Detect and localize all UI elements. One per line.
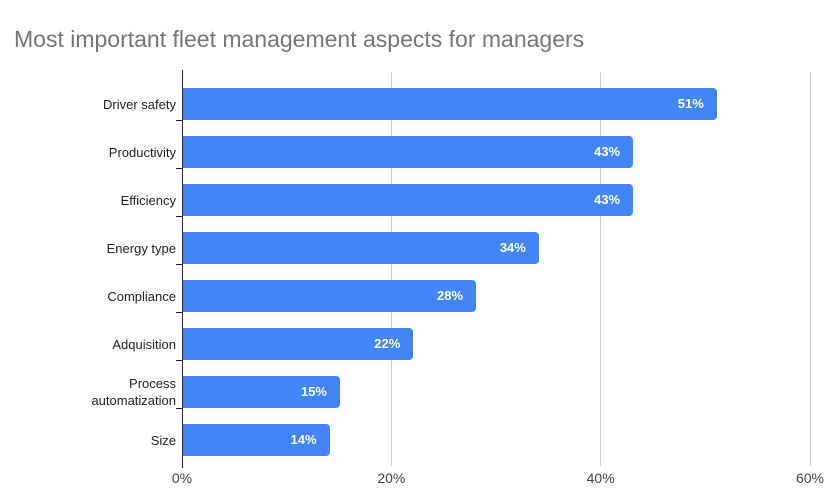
bar: 28% (183, 280, 477, 312)
category-tick (176, 360, 183, 361)
category-tick (176, 312, 183, 313)
bar: 14% (183, 424, 330, 456)
bar-value-label: 43% (594, 144, 621, 159)
category-tick (176, 120, 183, 121)
bar-value-label: 22% (374, 336, 401, 351)
x-axis-label: 20% (377, 470, 406, 486)
bar: 43% (183, 184, 634, 216)
bar-value-label: 14% (290, 432, 317, 447)
x-axis-label: 40% (586, 470, 615, 486)
bar: 22% (183, 328, 414, 360)
category-label: Energy type (106, 240, 176, 256)
value-axis-line (182, 70, 183, 468)
category-label: Size (150, 432, 176, 448)
category-axis: Driver safety Productivity Efficiency Energ… (0, 72, 176, 456)
bar-value-label: 15% (300, 384, 327, 399)
category-label: Productivity (108, 144, 176, 160)
category-label: Process automatization (91, 376, 176, 408)
category-label: Efficiency (120, 192, 176, 208)
category-tick (176, 168, 183, 169)
gridline (600, 72, 602, 466)
gridline (390, 72, 392, 466)
category-tick (176, 264, 183, 265)
bar-value-label: 43% (594, 192, 621, 207)
category-label: Compliance (107, 288, 176, 304)
gridline (809, 72, 811, 466)
bar: 51% (183, 88, 717, 120)
category-label: Adquisition (112, 336, 176, 352)
bar: 43% (183, 136, 634, 168)
bar: 15% (183, 376, 340, 408)
plot-area: 51% 43% 43% 34% 28% 22% 15% 14% (182, 72, 811, 466)
x-axis: 0% 20% 40% 60% (0, 470, 831, 490)
bar-value-label: 34% (499, 240, 526, 255)
chart-title: Most important fleet management aspects … (14, 26, 585, 52)
x-axis-label: 60% (795, 470, 825, 486)
x-axis-label: 0% (171, 470, 193, 486)
bar-value-label: 51% (677, 96, 704, 111)
bar: 34% (183, 232, 539, 264)
category-tick (176, 408, 183, 409)
category-label: Driver safety (103, 96, 176, 112)
bar-value-label: 28% (437, 288, 464, 303)
category-tick (176, 216, 183, 217)
